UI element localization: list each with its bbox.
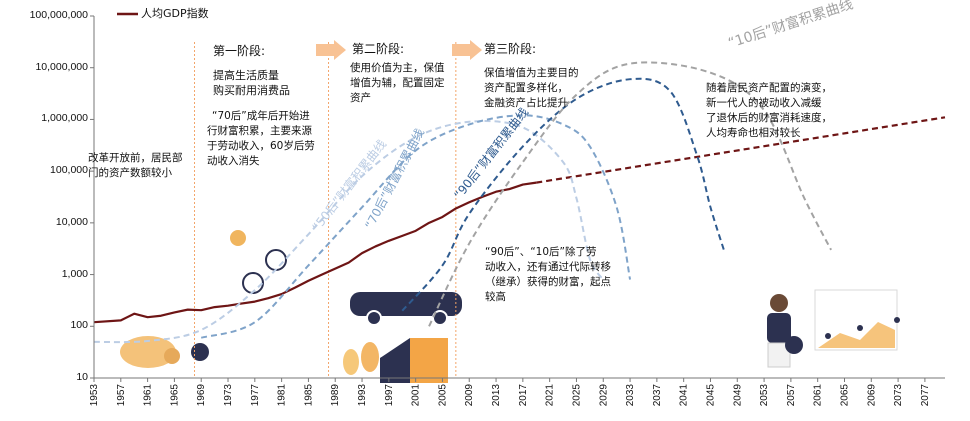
x-tick-label: 1973 — [223, 384, 234, 407]
x-tick-label: 2057 — [786, 384, 797, 407]
wealth-curve-70s — [200, 114, 632, 339]
x-tick-label: 2013 — [491, 384, 502, 407]
phase-1-desc-1: “70后”成年后开始进 — [212, 110, 310, 122]
x-tick-label: 2037 — [652, 384, 663, 407]
phase-2-title: 第二阶段: — [352, 42, 405, 56]
legend-label: 人均GDP指数 — [141, 7, 209, 20]
bicycle-wheel-icon — [265, 249, 287, 271]
gdp-index-line — [93, 181, 537, 324]
x-tick-label: 2025 — [571, 384, 582, 407]
x-tick-label: 2065 — [839, 384, 850, 407]
x-tick-label: 2077 — [920, 384, 931, 407]
note-right-3: 了退休后的财富消耗速度， — [706, 112, 832, 124]
data-point-icon — [894, 317, 900, 323]
house-wall-illustration — [410, 338, 448, 383]
wealth-curve-10s — [428, 61, 832, 327]
note-right-4: 人均寿命也相对较长 — [706, 127, 801, 139]
phase-1-title: 第一阶段: — [213, 44, 266, 58]
y-tick-label: 100,000 — [50, 164, 88, 177]
wealth-curve-50s — [93, 120, 605, 344]
phase-1-goal-2: 购买耐用消费品 — [213, 84, 290, 97]
x-tick-label: 2033 — [625, 384, 636, 407]
phase-2-desc-3: 资产 — [350, 92, 371, 104]
car-illustration — [350, 292, 462, 316]
tree-illustration — [361, 342, 379, 372]
x-tick-label: 2069 — [866, 384, 877, 407]
money-bag-icon — [785, 336, 803, 354]
curve-label-c70: “70后”财富积累曲线 — [361, 126, 427, 232]
gdp-index-projection — [536, 116, 946, 184]
person-legs-illustration — [767, 342, 791, 368]
note-mid-1: “90后”、“10后”除了劳 — [485, 246, 597, 258]
y-tick-label: 100 — [70, 319, 88, 332]
note-left-1: 改革开放前，居民部 — [88, 152, 183, 164]
x-tick-label: 1977 — [250, 384, 261, 407]
y-tick-label: 100,000,000 — [29, 9, 88, 21]
note-mid-2: 动收入，还有通过代际转移 — [485, 261, 611, 273]
curve-label-c10: “10后”财富积累曲线 — [726, 0, 855, 52]
bicycle-wheel-icon — [242, 272, 264, 294]
wealth-curve-90s — [401, 77, 725, 312]
data-point-icon — [825, 333, 831, 339]
coin-illustration — [164, 348, 180, 364]
x-tick-label: 1989 — [330, 384, 341, 407]
x-tick-label: 2053 — [759, 384, 770, 407]
y-tick-label: 10 — [76, 371, 88, 383]
phase-3-desc-1: 保值增值为主要目的 — [484, 67, 579, 79]
phase-3-desc-2: 资产配置多样化， — [484, 82, 568, 94]
x-tick-label: 2001 — [411, 384, 422, 407]
y-tick-label: 10,000,000 — [35, 60, 88, 73]
x-tick-label: 2061 — [813, 384, 824, 407]
person-illustration — [191, 343, 209, 361]
x-tick-label: 2009 — [464, 384, 475, 407]
x-tick-label: 1969 — [196, 384, 207, 407]
person-head-illustration — [770, 294, 788, 312]
data-point-icon — [857, 325, 863, 331]
phase-3-title: 第三阶段: — [484, 42, 537, 56]
phase-1-desc-2: 行财富积累，主要来源 — [207, 125, 312, 137]
car-wheel-icon — [432, 310, 448, 326]
x-tick-label: 2029 — [598, 384, 609, 407]
note-right-1: 随着居民资产配置的演变， — [706, 82, 832, 94]
x-tick-label: 2021 — [545, 384, 556, 407]
x-tick-label: 2073 — [893, 384, 904, 407]
note-left-2: 门的资产数额较小 — [88, 167, 172, 179]
x-tick-label: 1985 — [303, 384, 314, 407]
x-tick-label: 1997 — [384, 384, 395, 407]
x-tick-label: 2045 — [705, 384, 716, 407]
piggy-bank-illustration — [120, 336, 176, 368]
phase-1-desc-4: 动收入消失 — [207, 155, 260, 167]
phase-1-desc-3: 于劳动收入，60岁后劳 — [207, 140, 315, 152]
growth-area-illustration — [818, 322, 895, 348]
note-mid-3: （继承）获得的财富，起点 — [485, 276, 611, 288]
car-wheel-icon — [366, 310, 382, 326]
x-tick-label: 1953 — [89, 384, 100, 407]
y-tick-label: 10,000 — [55, 215, 88, 228]
x-tick-label: 2049 — [732, 384, 743, 407]
x-tick-label: 2017 — [518, 384, 529, 407]
y-tick-label: 1,000 — [61, 267, 88, 280]
x-tick-label: 2005 — [437, 384, 448, 407]
phase-arrow-2 — [452, 40, 482, 60]
x-tick-label: 1981 — [277, 384, 288, 407]
person-body-illustration — [767, 313, 791, 343]
phase-3-desc-3: 金融资产占比提升 — [484, 97, 568, 109]
tree-illustration — [343, 349, 359, 375]
x-tick-label: 2041 — [679, 384, 690, 407]
phase-arrow-1 — [316, 40, 346, 60]
x-tick-label: 1993 — [357, 384, 368, 407]
x-tick-label: 1961 — [143, 384, 154, 407]
note-mid-4: 较高 — [485, 291, 506, 303]
cyclist-illustration — [230, 230, 246, 246]
phase-2-desc-2: 增值为辅，配置固定 — [350, 77, 445, 89]
x-tick-label: 1965 — [169, 384, 180, 407]
phase-1-goal-1: 提高生活质量 — [213, 69, 279, 82]
phase-2-desc-1: 使用价值为主，保值 — [350, 62, 445, 74]
x-tick-label: 1957 — [116, 384, 127, 407]
note-right-2: 新一代人的被动收入减缓 — [706, 97, 822, 109]
y-tick-label: 1,000,000 — [41, 112, 88, 125]
